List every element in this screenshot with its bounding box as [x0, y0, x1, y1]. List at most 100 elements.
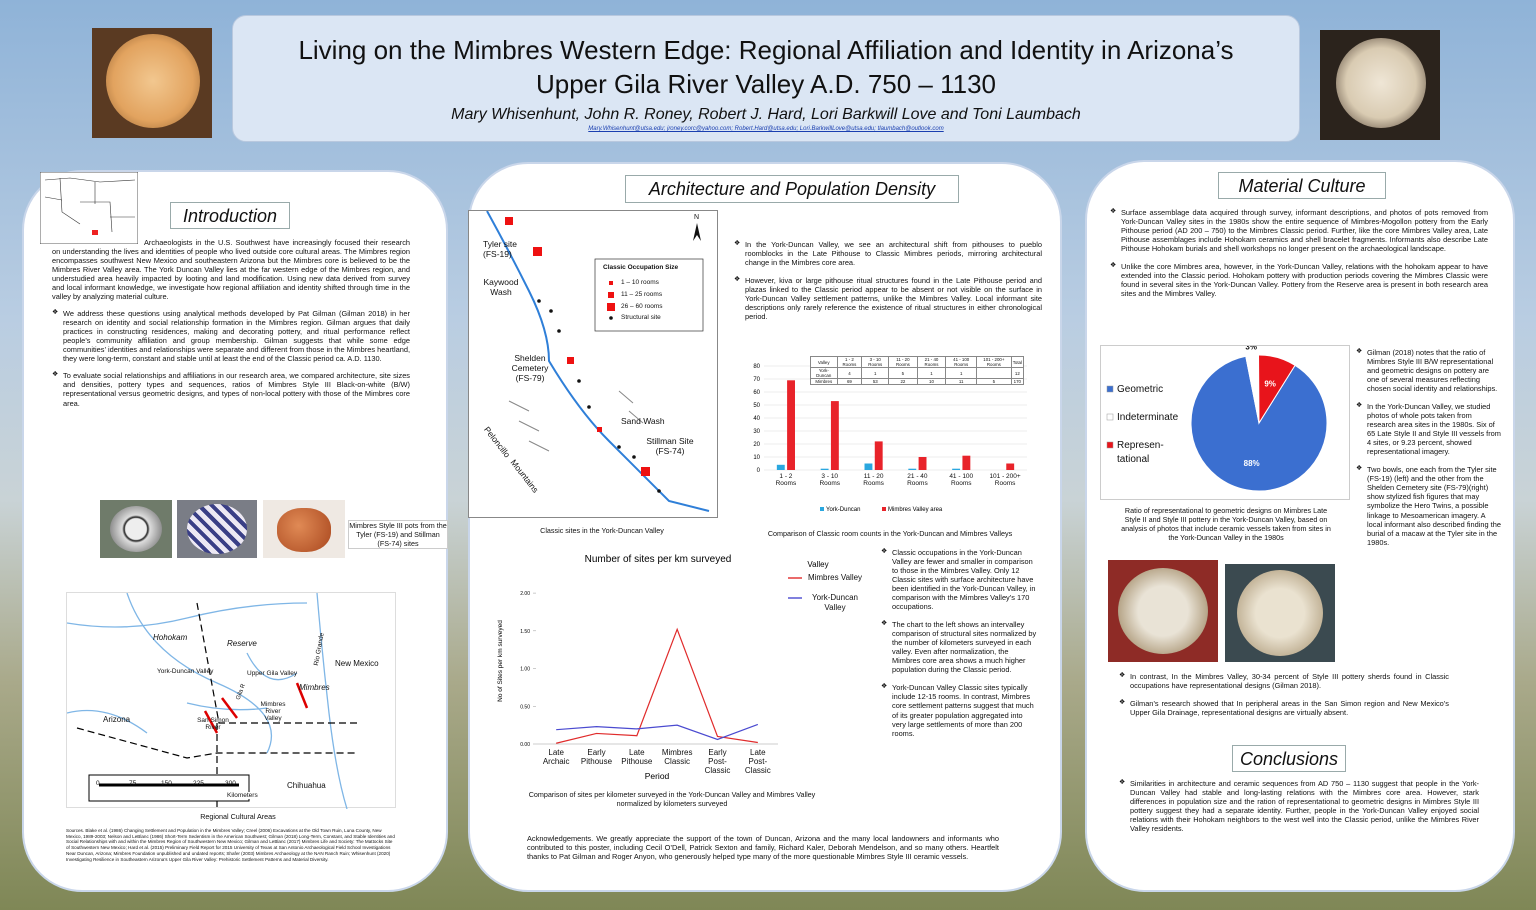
- series-line: [556, 723, 759, 741]
- x-tick-label: Early Pithouse: [580, 748, 613, 767]
- table-cell: 5: [888, 367, 918, 379]
- figure-caption: Ratio of representational to geometric d…: [1116, 506, 1336, 542]
- contrast-text: In contrast, In the Mimbres Valley, 30-3…: [1116, 672, 1452, 724]
- bar: [952, 468, 961, 470]
- regional-map: Hohokam Reserve Rio Grande New Mexico Yo…: [66, 592, 396, 809]
- table-cell: York-Duncan: [810, 367, 838, 379]
- figure-caption: Comparison of Classic room counts in the…: [750, 529, 1030, 538]
- x-tick-label: Mimbres Classic: [661, 748, 693, 767]
- legend-swatch: [882, 507, 886, 511]
- pot-bowl: [106, 34, 200, 128]
- y-tick-label: 10: [753, 455, 760, 461]
- table-cell: Total: [1010, 356, 1025, 368]
- emails: Mary.Whisenhunt@utsa.edu; jroney.corc@ya…: [588, 126, 944, 132]
- map-label: Kaywood Wash: [483, 277, 519, 297]
- legend-swatch: [820, 507, 824, 511]
- section-title: Conclusions: [1232, 745, 1346, 772]
- table-cell: 53: [861, 378, 890, 385]
- table-cell: 10: [916, 378, 947, 385]
- table-cell: 4: [836, 367, 863, 379]
- site: [505, 217, 513, 225]
- rivers: [67, 593, 348, 809]
- table-cell: 22: [888, 378, 918, 385]
- map-label: New Mexico: [335, 659, 379, 668]
- site-map-lines: [486, 211, 710, 512]
- inset-frame: [40, 172, 138, 244]
- table-cell: 1: [916, 367, 947, 379]
- design-chart: 88% 3% 9% Geometric Indeterminate Represen- t…: [1100, 345, 1350, 500]
- x-tick-label: Late Post-Classic: [744, 748, 771, 776]
- legend-label: 11 – 25 rooms: [621, 291, 663, 298]
- chart-title: Number of sites per km surveyed: [585, 554, 732, 565]
- map-label: Stillman Site (FS-74): [646, 436, 694, 456]
- map-label: Upper Gila Valley: [247, 670, 298, 677]
- header: Living on the Mimbres Western Edge: Regi…: [232, 15, 1300, 142]
- table-cell: 69: [836, 378, 863, 385]
- table-cell: 101 - 200+ Rooms: [976, 356, 1012, 368]
- scale-label: 300: [225, 780, 236, 787]
- structural-sites: [537, 299, 661, 493]
- table-row: York-Duncan 4 1 5 1 1 12: [810, 367, 1025, 379]
- x-tick-label: 101 - 200+ Rooms: [989, 473, 1021, 488]
- bar: [918, 457, 927, 470]
- map-label: Arizona: [103, 715, 131, 724]
- site-map: Tyler site (FS-19) Kaywood Wash Shelden …: [468, 210, 718, 518]
- figure-caption: Regional Cultural Areas: [188, 812, 288, 821]
- bullet: However, kiva or large pithouse ritual s…: [734, 276, 1042, 321]
- legend-label: Mimbres Valley: [807, 573, 863, 582]
- us-inset-map: [40, 172, 138, 244]
- bar: [830, 401, 839, 470]
- pie-slice: [1258, 354, 1296, 425]
- y-tick-label: 70: [753, 377, 760, 383]
- table-cell: 1: [945, 367, 978, 379]
- table-cell: 3 - 10 Rooms: [861, 356, 890, 368]
- table-cell: [976, 367, 1012, 379]
- site: [597, 427, 602, 432]
- bar: [787, 380, 795, 470]
- pot-jar: [277, 508, 331, 552]
- scale-frame: [88, 774, 250, 802]
- authors: Mary Whisenhunt, John R. Roney, Robert J…: [451, 106, 1081, 123]
- x-tick-label: 11 - 20 Rooms: [863, 473, 884, 488]
- table-cell: 12: [1010, 367, 1025, 379]
- intro-text: Archaeologists in the U.S. Southwest hav…: [52, 238, 410, 414]
- pot-photo: [100, 500, 172, 558]
- bullet: Gilman (2018) notes that the ratio of Mi…: [1356, 348, 1502, 393]
- pot-bowl: [1237, 570, 1323, 656]
- scale-label: 150: [161, 780, 172, 787]
- sources: Sources. Blake et al. (1986) Changing Se…: [66, 828, 396, 863]
- bullet: Classic occupations in the York-Duncan V…: [881, 548, 1037, 611]
- y-tick-label: 2.00: [520, 591, 530, 597]
- density-chart: Number of sites per km surveyed 0.00 0.50 1…: [488, 548, 870, 788]
- x-tick-label: Early Post-Classic: [704, 748, 731, 776]
- bowl-photo: [1108, 560, 1218, 662]
- bullet: York-Duncan Valley Classic sites typical…: [881, 683, 1037, 737]
- study-areas: [203, 682, 309, 734]
- map-lines: [67, 593, 357, 809]
- site: [641, 467, 650, 476]
- table-cell: 41 - 100 Rooms: [945, 356, 978, 368]
- paragraph: To evaluate social relationships and aff…: [52, 371, 410, 407]
- series-line: [556, 627, 758, 744]
- room-chart: 0 10 20 30 40 50 60 70 80 York-Duncan Mimbres Vall…: [742, 348, 1032, 520]
- legend-label: Geometric: [1117, 384, 1164, 395]
- bowl-photo: [1225, 564, 1335, 662]
- bullet: Unlike the core Mimbres area, however, i…: [1110, 262, 1488, 298]
- paragraph: We address these questions using analyti…: [52, 309, 410, 363]
- map-label: Mimbres River Valley: [260, 701, 286, 722]
- x-tick-label: Late Pithouse: [621, 748, 653, 767]
- pie-label: 3%: [1245, 346, 1257, 351]
- material-text: Surface assemblage data acquired through…: [1106, 206, 1492, 307]
- table-cell: 1: [861, 367, 890, 379]
- map-label: Tyler site (FS-19): [483, 239, 518, 259]
- x-tick-label: 1 - 2 Rooms: [775, 473, 797, 488]
- pot-photo: [177, 500, 257, 558]
- legend-label: 26 – 60 rooms: [621, 303, 663, 310]
- map-label: Chihuahua: [287, 781, 326, 790]
- legend-label: York-Duncan Valley: [812, 593, 858, 612]
- scale-unit: Kilometers: [227, 792, 258, 799]
- table-cell: 21 - 40 Rooms: [916, 356, 947, 368]
- map-label: Reserve: [227, 639, 257, 648]
- conclusions-text: Similarities in architecture and ceramic…: [1116, 779, 1482, 834]
- table-cell: 5: [976, 378, 1012, 385]
